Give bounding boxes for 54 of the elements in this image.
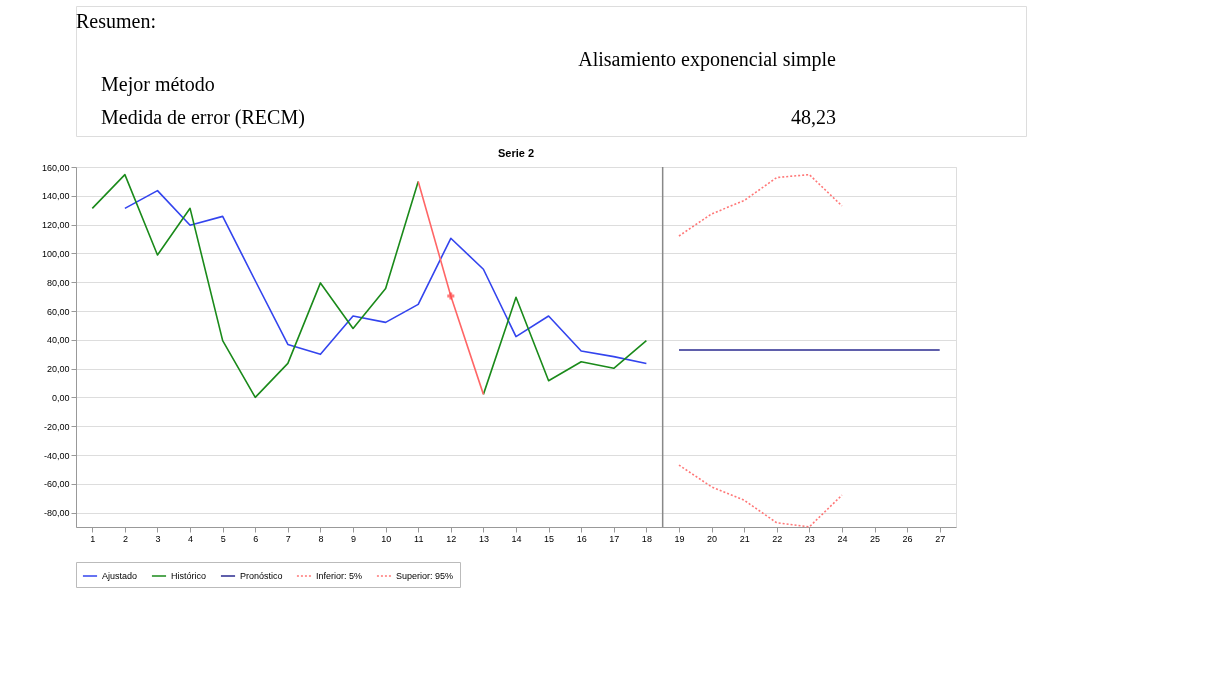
legend-label: Superior: 95%: [396, 571, 454, 581]
legend-label: Inferior: 5%: [316, 571, 363, 581]
x-tick-label: 1: [90, 533, 96, 544]
x-tick-label: 19: [674, 533, 685, 544]
x-tick-label: 22: [772, 533, 783, 544]
x-tick-label: 25: [870, 533, 881, 544]
x-tick-label: 20: [707, 533, 718, 544]
line-series: [124, 189, 648, 365]
x-tick-label: 21: [739, 533, 750, 544]
x-tick-label: 5: [220, 533, 226, 544]
legend-label: Pronóstico: [240, 571, 283, 581]
x-tick-label: 9: [351, 533, 357, 544]
y-tick-label: 120,00: [41, 220, 70, 231]
x-tick-label: 23: [804, 533, 815, 544]
line-series: [678, 464, 843, 528]
y-tick-label: 40,00: [46, 335, 70, 346]
x-tick-label: 8: [318, 533, 324, 544]
x-tick-label: 2: [122, 533, 128, 544]
y-tick-label: -40,00: [43, 450, 70, 461]
y-tick-label: 140,00: [41, 191, 70, 202]
chart-title: Serie 2: [497, 147, 535, 159]
text: Mejor método: [101, 73, 215, 96]
x-tick-label: 13: [478, 533, 489, 544]
x-tick-label: 7: [285, 533, 291, 544]
x-tick-label: 16: [576, 533, 587, 544]
x-tick-label: 18: [641, 533, 652, 544]
x-tick-label: 10: [381, 533, 392, 544]
text: Medida de error (RECM): [101, 106, 305, 129]
x-tick-label: 3: [155, 533, 161, 544]
x-tick-label: 24: [837, 533, 848, 544]
x-tick-label: 26: [902, 533, 913, 544]
x-tick-label: 15: [544, 533, 555, 544]
x-tick-label: 27: [935, 533, 946, 544]
y-tick-label: -60,00: [43, 479, 70, 490]
y-tick-label: 80,00: [46, 277, 70, 288]
text: Resumen:: [76, 10, 156, 32]
x-tick-label: 14: [511, 533, 522, 544]
y-tick-label: 20,00: [46, 364, 70, 375]
x-tick-label: 4: [188, 533, 194, 544]
x-tick-label: 12: [446, 533, 457, 544]
line-series: [678, 173, 843, 237]
legend-label: Histórico: [171, 571, 207, 581]
y-tick-label: -80,00: [43, 508, 70, 519]
y-tick-label: -20,00: [43, 421, 70, 432]
x-tick-label: 11: [414, 533, 424, 544]
text: 48,23: [791, 106, 836, 128]
x-tick-label: 6: [253, 533, 259, 544]
y-tick-label: 100,00: [41, 248, 70, 259]
y-tick-label: 160,00: [41, 162, 70, 173]
legend-label: Ajustado: [102, 571, 138, 581]
x-tick-label: 17: [609, 533, 620, 544]
y-tick-label: 0,00: [51, 392, 70, 403]
text: Alisamiento exponencial simple: [578, 48, 837, 71]
y-tick-label: 60,00: [46, 306, 70, 317]
